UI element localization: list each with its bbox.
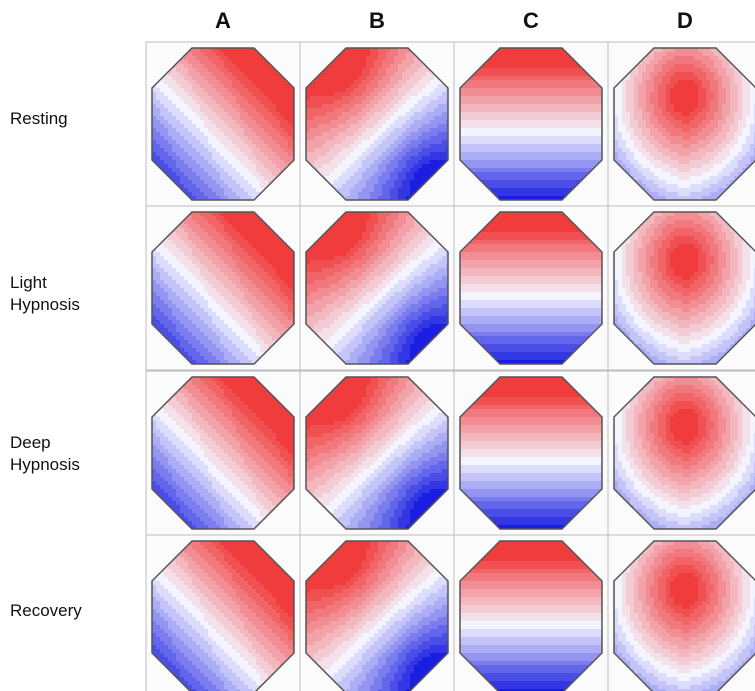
topographic-map [460, 541, 602, 691]
row-label-line: Deep [10, 432, 140, 454]
octagon-outline [305, 540, 449, 691]
row-label-deep-hypnosis: Deep Hypnosis [10, 432, 140, 476]
row-label-resting: Resting [10, 108, 140, 130]
topographic-map [614, 212, 755, 364]
octagon-outline [305, 376, 449, 530]
row-label-line: Hypnosis [10, 454, 140, 476]
octagon-outline [305, 211, 449, 365]
topographic-map [614, 377, 755, 529]
topographic-map [460, 377, 602, 529]
octagon-outline [613, 540, 755, 691]
octagon-outline [613, 376, 755, 530]
column-label-c: C [454, 8, 608, 34]
row-label-line: Hypnosis [10, 294, 140, 316]
topographic-map [306, 48, 448, 200]
row-label-recovery: Recovery [10, 600, 140, 622]
topographic-map [614, 48, 755, 200]
topographic-map [306, 377, 448, 529]
topographic-map [152, 48, 294, 200]
topographic-map [306, 541, 448, 691]
octagon-outline [151, 540, 295, 691]
octagon-outline [459, 540, 603, 691]
octagon-outline [459, 376, 603, 530]
row-label-light-hypnosis: Light Hypnosis [10, 272, 140, 316]
octagon-outline [305, 47, 449, 201]
row-label-line: Light [10, 272, 140, 294]
column-label-d: D [608, 8, 755, 34]
topographic-map [614, 541, 755, 691]
topographic-map [152, 377, 294, 529]
topographic-map [306, 212, 448, 364]
row-label-line: Recovery [10, 600, 140, 622]
column-label-b: B [300, 8, 454, 34]
row-label-line: Resting [10, 108, 140, 130]
octagon-outline [613, 47, 755, 201]
octagon-outline [151, 376, 295, 530]
topographic-map [152, 212, 294, 364]
topographic-map [460, 212, 602, 364]
column-label-a: A [146, 8, 300, 34]
topographic-map [152, 541, 294, 691]
octagon-outline [151, 47, 295, 201]
octagon-outline [459, 211, 603, 365]
octagon-outline [459, 47, 603, 201]
octagon-outline [613, 211, 755, 365]
topographic-map [460, 48, 602, 200]
octagon-outline [151, 211, 295, 365]
